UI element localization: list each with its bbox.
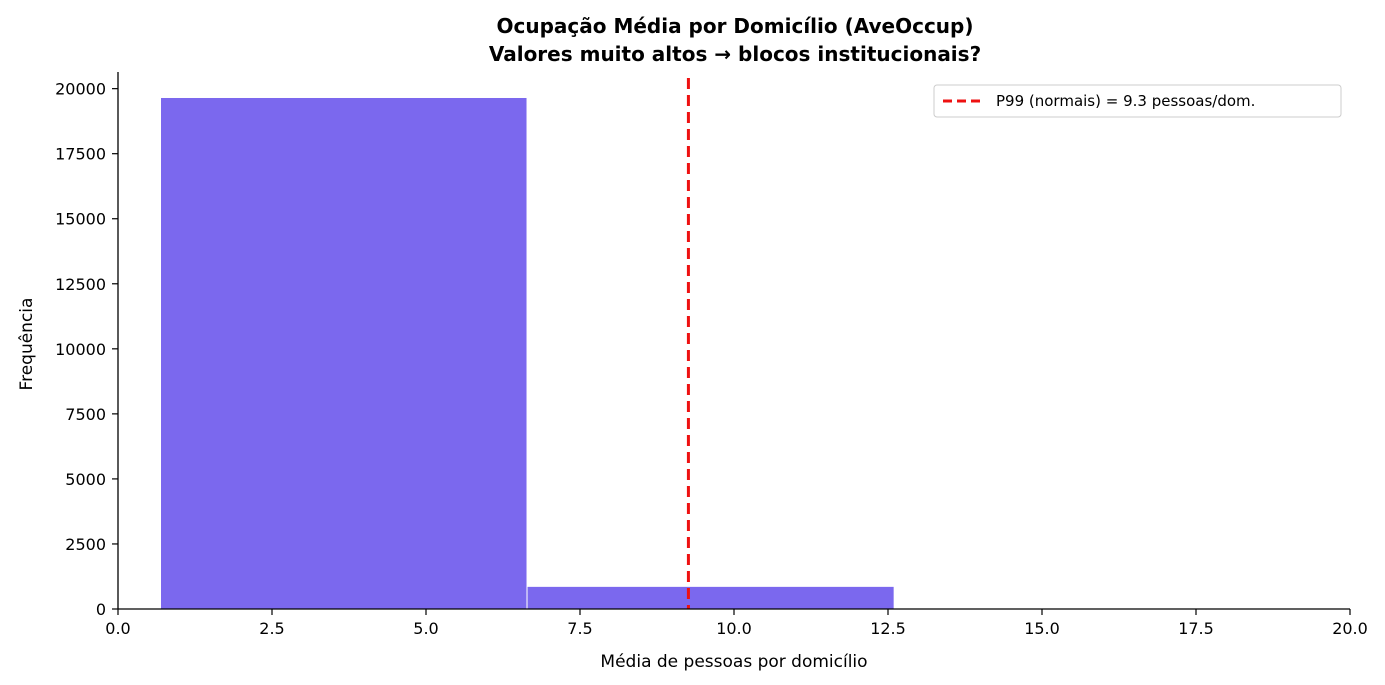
- x-tick-label: 5.0: [413, 619, 438, 638]
- x-axis-label: Média de pessoas por domicílio: [600, 652, 867, 672]
- legend: P99 (normais) = 9.3 pessoas/dom.: [933, 84, 1342, 118]
- y-tick-label: 0: [96, 600, 106, 619]
- x-tick-label: 20.0: [1332, 619, 1368, 638]
- y-tick-label: 10000: [55, 340, 106, 359]
- histogram-bar-2: [526, 585, 895, 610]
- y-tick-label: 7500: [65, 405, 106, 424]
- legend-label: P99 (normais) = 9.3 pessoas/dom.: [996, 92, 1255, 110]
- chart-title-line1: Ocupação Média por Domicílio (AveOccup): [496, 14, 973, 38]
- x-tick-label: 17.5: [1178, 619, 1214, 638]
- chart-title-line2: Valores muito altos → blocos institucion…: [489, 42, 981, 66]
- x-ticks-layer: 0.0 2.5 5.0 7.5 10.0 12.5 15.0 17.5 20.0: [105, 609, 1368, 638]
- y-tick-label: 12500: [55, 275, 106, 294]
- y-tick-label: 2500: [65, 535, 106, 554]
- x-tick-label: 12.5: [870, 619, 906, 638]
- y-axis-label: Frequência: [17, 298, 37, 391]
- bars-layer: [160, 96, 895, 610]
- legend-box: [933, 84, 1342, 118]
- y-ticks-layer: 0 2500 5000 7500 10000 12500 15000 17500 20000: [55, 80, 118, 619]
- histogram-bar-1: [160, 96, 528, 610]
- x-tick-label: 2.5: [259, 619, 284, 638]
- x-tick-label: 15.0: [1024, 619, 1060, 638]
- x-tick-label: 10.0: [716, 619, 752, 638]
- x-tick-label: 7.5: [567, 619, 592, 638]
- y-tick-label: 20000: [55, 80, 106, 99]
- y-tick-label: 5000: [65, 470, 106, 489]
- y-tick-label: 15000: [55, 210, 106, 229]
- y-tick-label: 17500: [55, 145, 106, 164]
- x-tick-label: 0.0: [105, 619, 130, 638]
